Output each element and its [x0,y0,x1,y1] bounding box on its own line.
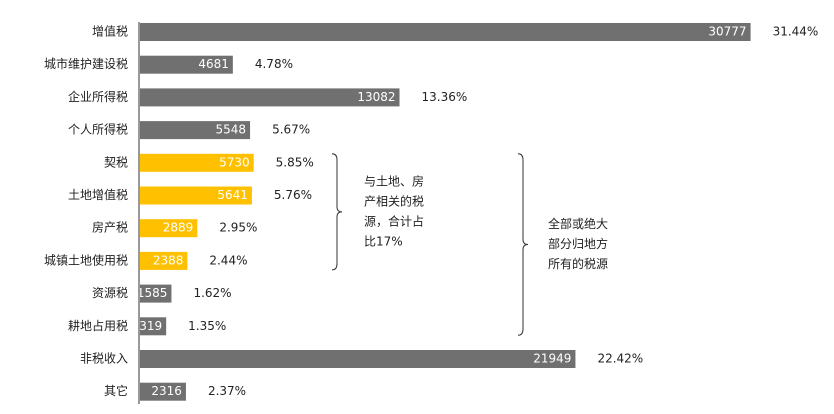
category-label: 城镇土地使用税 [44,252,128,267]
bar-value-label: 30777 [708,25,746,39]
category-label: 土地增值税 [68,187,128,202]
percent-label: 2.44% [209,253,247,267]
bar-value-label: 4681 [198,57,229,71]
category-label: 耕地占用税 [68,318,128,333]
bar-value-label: 1585 [137,286,168,300]
bar-value-label: 21949 [533,352,571,366]
bar-value-label: 2388 [153,253,184,267]
category-label: 个人所得税 [68,122,128,137]
percent-label: 1.62% [193,286,231,300]
land-related-annotation: 与土地、房产相关的税源，合计占比17% [364,173,424,248]
bar [140,317,167,336]
bar-value-label: 5548 [216,123,247,137]
percent-label: 2.95% [219,221,257,235]
percent-label: 5.85% [276,155,314,169]
bar-value-label: 2316 [151,384,182,398]
annotation-line: 源，合计占 [364,213,424,228]
bar [140,251,188,270]
percent-label: 5.76% [274,188,312,202]
category-label: 其它 [104,383,128,398]
bar-value-label: 13082 [357,90,395,104]
annotation-line: 所有的税源 [548,256,608,271]
percent-label: 13.36% [422,90,468,104]
bar [140,186,252,205]
local-tax-brace [517,153,529,336]
percent-label: 4.78% [255,57,293,71]
category-label: 房产税 [92,220,128,235]
annotation-line: 全部或绝大 [548,216,608,231]
land-related-brace [331,153,343,271]
category-label: 增值税 [92,24,128,39]
percent-label: 2.37% [208,384,246,398]
percent-label: 5.67% [272,123,310,137]
bar [140,284,172,303]
category-label: 企业所得税 [68,89,128,104]
bar [140,23,751,41]
annotation-line: 与土地、房 [364,173,424,188]
annotation-line: 部分归地方 [548,236,608,251]
bar [140,382,186,401]
annotation-line: 比17% [364,234,403,248]
category-label: 契税 [104,155,128,169]
bar [140,219,198,238]
local-tax-annotation: 全部或绝大部分归地方所有的税源 [548,216,608,271]
percent-label: 22.42% [597,352,643,366]
bar-value-label: 5641 [217,188,248,202]
bars-layer [140,23,751,401]
bar [140,55,233,74]
labels-layer: 增值税 30777 31.44% 城市维护建设税 4681 4.78% 企业所得税 13082… [44,24,818,399]
bar-value-label: 2889 [163,221,194,235]
bar-value-label: 5730 [219,155,250,169]
bar [140,88,400,107]
percent-label: 31.44% [773,25,819,39]
bar [140,121,251,140]
bar [140,350,576,368]
annotation-line: 产相关的税 [364,193,424,208]
bar [140,153,254,172]
category-label: 非税收入 [80,352,128,366]
category-label: 资源税 [92,286,128,300]
category-label: 城市维护建设税 [44,56,128,71]
bar-value-label: 1319 [132,319,163,333]
percent-label: 1.35% [188,319,226,333]
